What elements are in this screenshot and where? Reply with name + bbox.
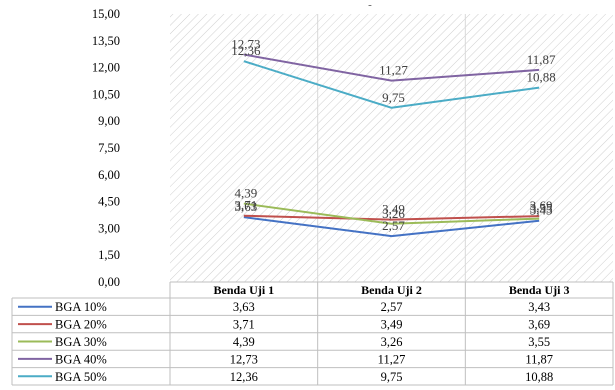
y-tick-label: 12,00 xyxy=(92,61,120,75)
table-cell-value: 3,49 xyxy=(381,318,403,332)
data-label: 12,73 xyxy=(231,37,260,52)
y-tick-label: 0,00 xyxy=(98,275,120,289)
x-tick-label: Benda Uji 3 xyxy=(509,283,570,297)
table-cell-value: 3,55 xyxy=(528,335,550,349)
data-label: 11,87 xyxy=(527,52,556,67)
data-label: 3,63 xyxy=(234,199,257,214)
table-cell-value: 2,57 xyxy=(381,300,403,314)
y-tick-label: 1,50 xyxy=(98,248,120,262)
data-label: 12,36 xyxy=(231,43,261,58)
data-label: 10,88 xyxy=(527,70,556,85)
chart-title: - xyxy=(368,0,372,11)
table-cell-value: 10,88 xyxy=(525,370,553,384)
y-tick-label: 6,00 xyxy=(98,168,120,182)
y-tick-label: 4,50 xyxy=(98,195,120,209)
data-label: 3,69 xyxy=(530,198,553,213)
series-line xyxy=(243,202,540,225)
legend-label: BGA 10% xyxy=(55,300,107,314)
y-tick-label: 7,50 xyxy=(98,141,120,155)
legend-label: BGA 40% xyxy=(55,352,107,366)
table-cell-value: 3,63 xyxy=(233,300,255,314)
x-tick-label: Benda Uji 2 xyxy=(361,283,422,297)
table-cell-value: 12,73 xyxy=(230,352,258,366)
data-label: 3,43 xyxy=(530,203,553,218)
data-label: 3,26 xyxy=(382,206,405,221)
series-line xyxy=(243,216,540,238)
y-tick-label: 9,00 xyxy=(98,114,120,128)
table-cell-value: 3,43 xyxy=(528,300,550,314)
series-line xyxy=(243,214,540,221)
table-cell-value: 11,27 xyxy=(378,352,406,366)
series-line xyxy=(243,53,540,82)
plot-area xyxy=(170,14,613,282)
table-cell-value: 9,75 xyxy=(381,370,403,384)
data-label: 3,55 xyxy=(530,201,553,216)
data-label: 3,49 xyxy=(382,202,405,217)
x-tick-label: Benda Uji 1 xyxy=(213,283,274,297)
legend-label: BGA 20% xyxy=(55,318,107,332)
legend-label: BGA 30% xyxy=(55,335,107,349)
y-tick-label: 15,00 xyxy=(92,7,120,21)
data-label: 2,57 xyxy=(382,218,405,233)
table-cell-value: 3,69 xyxy=(528,318,550,332)
table-cell-value: 3,26 xyxy=(381,335,403,349)
table-cell-value: 12,36 xyxy=(230,370,258,384)
data-label: 4,39 xyxy=(234,186,257,201)
y-tick-label: 3,00 xyxy=(98,221,120,235)
data-label: 9,75 xyxy=(382,90,405,105)
table-cell-value: 3,71 xyxy=(233,318,255,332)
table-cell-value: 4,39 xyxy=(233,335,255,349)
data-label: 3,71 xyxy=(234,198,257,213)
series-line xyxy=(243,60,540,109)
data-label: 11,27 xyxy=(379,63,408,78)
legend-label: BGA 50% xyxy=(55,370,107,384)
table-cell-value: 11,87 xyxy=(525,352,553,366)
y-tick-label: 13,50 xyxy=(92,34,120,48)
y-tick-label: 10,50 xyxy=(92,87,120,101)
